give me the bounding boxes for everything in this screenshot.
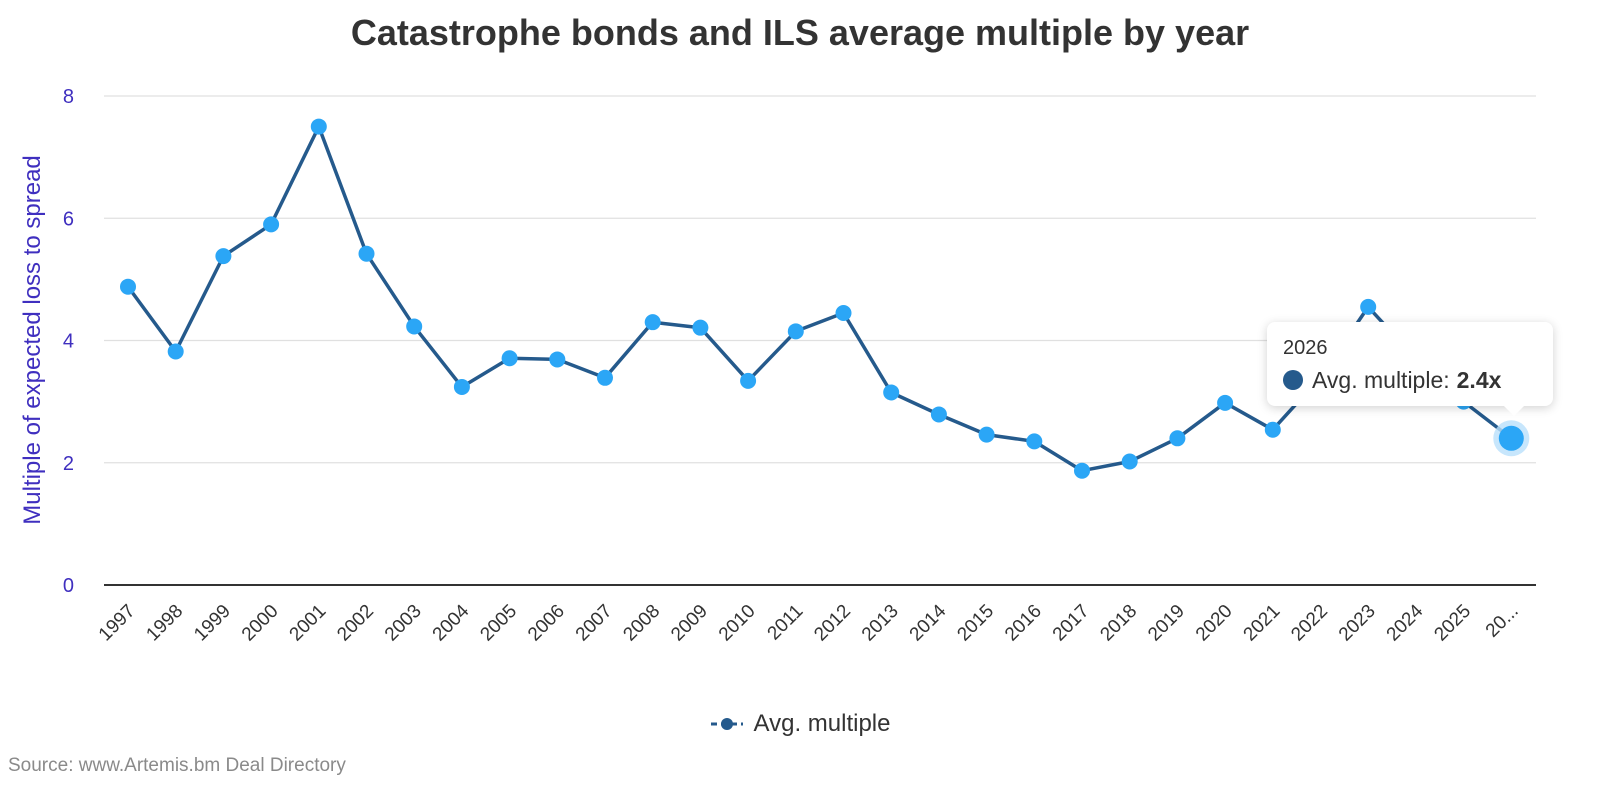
legend-symbol-icon	[710, 718, 743, 730]
data-point[interactable]	[978, 426, 995, 443]
legend-label: Avg. multiple	[753, 710, 891, 737]
x-tick-label: 2007	[572, 601, 617, 646]
x-tick-label: 2024	[1383, 600, 1428, 645]
data-point[interactable]	[1360, 298, 1377, 315]
y-axis-tick-labels: 0 2 4 6 8	[63, 86, 74, 597]
data-point[interactable]	[1169, 430, 1186, 447]
legend: Avg. multiple	[0, 710, 1600, 739]
x-tick-label: 2015	[953, 601, 998, 646]
data-point[interactable]	[1264, 421, 1281, 438]
data-point[interactable]	[1498, 425, 1524, 451]
chart-title: Catastrophe bonds and ILS average multip…	[350, 12, 1250, 53]
x-tick-label: 2003	[381, 601, 426, 646]
y-tick-label: 2	[63, 453, 74, 475]
series-line	[126, 124, 1513, 473]
tooltip-label: Avg. multiple:	[1312, 367, 1450, 393]
x-tick-label: 2016	[1001, 601, 1046, 646]
data-point[interactable]	[1074, 462, 1090, 479]
x-axis-tick-labels: 1997 1998 1999 2000 2001 2002 2003 2004 2005 2006…	[95, 600, 1523, 645]
x-tick-label: 2005	[476, 601, 521, 646]
data-point[interactable]	[835, 304, 852, 321]
data-point[interactable]	[167, 343, 184, 360]
data-point[interactable]	[930, 406, 947, 423]
data-point[interactable]	[215, 248, 232, 265]
series-avg-multiple	[120, 118, 1530, 479]
x-tick-label: 20...	[1482, 601, 1523, 642]
y-axis-label: Multiple of expected loss to spread	[19, 155, 46, 525]
x-tick-label: 1998	[142, 601, 187, 646]
y-tick-label: 8	[63, 86, 74, 108]
data-point[interactable]	[549, 351, 566, 368]
x-tick-label: 2004	[429, 600, 474, 645]
x-tick-label: 2008	[619, 601, 664, 646]
data-point[interactable]	[263, 216, 280, 233]
x-tick-label: 2013	[858, 601, 903, 646]
legend-item-avg-multiple[interactable]: Avg. multiple	[710, 710, 891, 738]
tooltip-series-marker	[1283, 370, 1303, 390]
source-note: Source: www.Artemis.bm Deal Directory	[8, 755, 346, 776]
y-tick-label: 4	[63, 331, 74, 353]
x-tick-label: 2014	[906, 600, 951, 645]
x-tick-label: 2000	[238, 601, 283, 646]
x-tick-label: 2001	[286, 601, 331, 646]
x-tick-label: 2009	[667, 601, 712, 646]
data-point[interactable]	[358, 245, 375, 262]
data-point[interactable]	[740, 372, 757, 389]
x-tick-label: 2021	[1240, 601, 1285, 646]
x-tick-label: 2006	[524, 601, 569, 646]
x-tick-label: 2018	[1096, 601, 1141, 646]
x-tick-label: 2011	[764, 601, 808, 645]
tooltip: 2026 Avg. multiple: 2.4x	[1267, 322, 1553, 416]
x-tick-label: 2022	[1287, 601, 1332, 646]
data-point[interactable]	[1217, 394, 1234, 411]
x-tick-label: 2020	[1192, 601, 1237, 646]
data-point[interactable]	[1121, 453, 1138, 470]
y-tick-label: 0	[63, 575, 74, 597]
x-tick-label: 2017	[1049, 601, 1094, 646]
gridlines	[104, 95, 1536, 586]
data-point[interactable]	[501, 350, 518, 367]
data-point[interactable]	[453, 378, 470, 395]
y-tick-label: 6	[63, 208, 74, 230]
x-tick-label: 1999	[190, 601, 235, 646]
data-point[interactable]	[310, 118, 327, 135]
x-tick-label: 2019	[1144, 601, 1189, 646]
data-point[interactable]	[644, 314, 661, 331]
x-tick-label: 2010	[715, 601, 760, 646]
data-point[interactable]	[883, 384, 900, 401]
x-tick-label: 2012	[810, 601, 855, 646]
x-tick-label: 2023	[1335, 601, 1380, 646]
tooltip-value: 2.4x	[1456, 367, 1502, 393]
data-point[interactable]	[1026, 433, 1043, 450]
data-point[interactable]	[787, 323, 804, 340]
data-point[interactable]	[597, 369, 613, 386]
tooltip-year: 2026	[1283, 337, 1328, 359]
x-tick-label: 2002	[333, 601, 378, 646]
x-tick-label: 2025	[1430, 601, 1475, 646]
x-tick-label: 1997	[95, 601, 140, 646]
data-point[interactable]	[692, 319, 709, 336]
data-point[interactable]	[406, 318, 423, 335]
data-point[interactable]	[120, 278, 136, 295]
